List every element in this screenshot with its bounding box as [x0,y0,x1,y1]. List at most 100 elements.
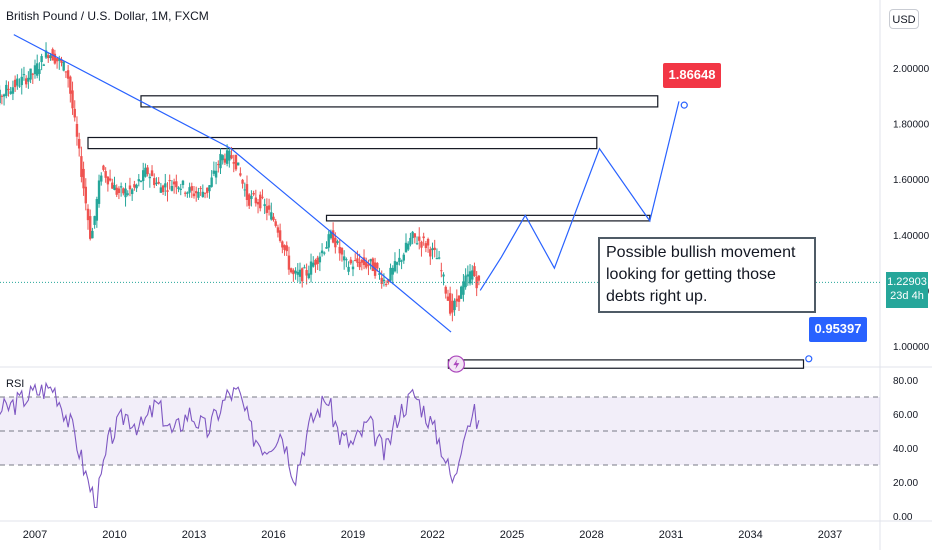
candle-body [395,262,399,265]
candle-body [214,170,218,178]
candle-body [376,263,379,269]
candle-body [195,191,198,194]
candle-body [217,164,220,166]
candle-body [55,58,59,62]
candle-body [382,279,386,282]
candle-body [356,258,359,263]
candle-body [22,74,26,76]
candle-body [9,91,12,94]
candle-body [228,150,231,161]
candle-body [272,216,275,221]
candle-body [137,179,140,182]
candle-body [139,180,143,182]
price-tick-label: 2.00000 [893,64,930,75]
candle-body [124,188,127,198]
candle-body [270,212,273,220]
candle-body [407,243,410,250]
price-tick-label: 1.60000 [893,175,930,186]
candle-body [334,237,337,248]
candle-body [378,273,381,275]
candle-body [245,184,249,201]
candle-body [471,270,474,280]
candle-body [29,68,32,80]
candle-body [16,78,19,86]
candle-body [155,182,158,184]
candle-body [254,197,258,204]
candle-body [159,187,163,193]
candle-body [64,71,68,73]
time-tick-label: 2025 [500,529,524,541]
candle-body [285,245,288,252]
candle-body [102,165,105,170]
candle-body [186,192,189,194]
candle-body [36,63,39,76]
candle-body [460,286,463,299]
candle-body [371,258,375,271]
candle-body [455,298,458,302]
zone-box [140,95,659,108]
candle-body [316,257,319,264]
candle-body [354,260,357,262]
price-tick-label: 1.80000 [893,120,930,131]
candle-body [402,254,405,261]
candle-body [327,234,330,248]
target-low-callout[interactable]: 0.95397 [809,317,867,342]
rsi-line [0,381,480,509]
candle-body [422,236,425,239]
candle-body [384,284,388,286]
candle-body [331,230,335,243]
candle-body [13,79,17,88]
candle-body [294,270,297,274]
candle-body [256,201,260,205]
zone-box [447,359,805,369]
candle-body [329,231,333,239]
candle-body [418,236,421,241]
currency-selector[interactable]: USD [889,9,919,29]
candle-body [457,295,461,302]
candle-body [380,277,383,284]
candle-body [5,84,8,96]
candle-body [437,257,441,259]
candle-body [150,170,154,176]
candle-body [11,87,15,94]
candle-body [148,176,152,179]
candle-body [133,184,136,188]
price-tick-label: 1.00000 [893,342,930,353]
time-tick-label: 2010 [102,529,126,541]
candle-body [181,180,185,185]
candle-body [243,189,246,191]
candle-body [451,300,454,313]
candle-body [314,259,317,265]
candle-body [115,187,118,195]
candle-body [250,195,253,199]
candle-body [267,205,271,210]
candle-body [358,261,361,268]
target-high-callout[interactable]: 1.86648 [663,63,721,88]
candle-body [468,271,472,284]
candle-body [444,286,447,294]
candle-body [442,274,445,277]
candle-body [20,76,23,86]
candle-body [448,293,452,314]
candle-body [100,175,103,182]
candle-body [219,153,222,169]
candle-body [117,188,121,193]
annotation-note[interactable]: Possible bullish movement looking for ge… [598,237,816,313]
candle-body [142,170,145,181]
candle-body [197,191,200,198]
candle-body [210,177,213,187]
price-tick-label: 1.40000 [893,231,930,242]
candle-body [60,59,63,63]
candle-body [44,50,48,58]
candle-body [62,61,65,71]
candle-body [345,259,348,261]
candle-body [320,250,324,254]
candle-body [111,182,114,189]
candle-body [91,230,94,239]
candle-body [31,73,34,75]
candle-body [183,192,187,194]
candle-body [413,233,417,238]
target-anchor [805,355,813,363]
time-tick-label: 2019 [341,529,365,541]
